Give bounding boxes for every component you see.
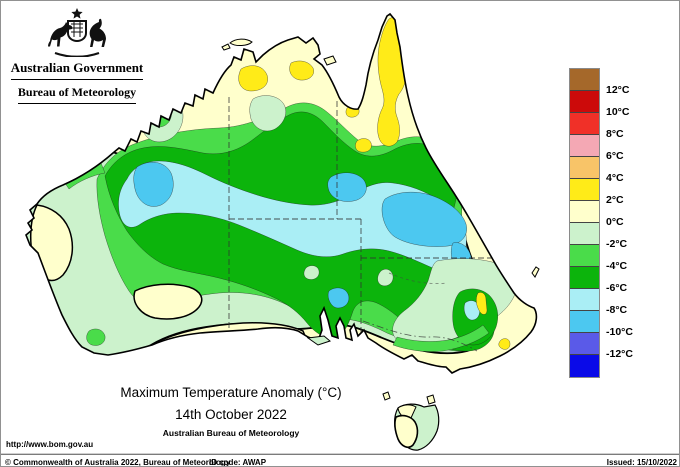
id-code-text: ID code: AWAP <box>209 458 267 467</box>
map-titles: Maximum Temperature Anomaly (°C) 14th Oc… <box>41 385 421 438</box>
government-title: Australian Government <box>10 60 144 80</box>
legend-colorbar <box>569 68 600 378</box>
copyright-text: © Commonwealth of Australia 2022, Bureau… <box>5 458 231 467</box>
tasmania <box>382 391 440 451</box>
legend-labels: 12°C 10°C 8°C 6°C 4°C 2°C 0°C -2°C -4°C -6°C -8°C -… <box>606 84 633 360</box>
government-header: Australian Government Bureau of Meteorol… <box>7 7 147 104</box>
bom-url: http://www.bom.gov.au <box>6 440 94 449</box>
map-organisation: Australian Bureau of Meteorology <box>162 428 300 438</box>
islands <box>221 38 540 346</box>
bureau-title: Bureau of Meteorology <box>17 85 137 104</box>
coat-of-arms-icon <box>48 8 106 57</box>
australia-anomaly-map <box>25 12 540 451</box>
issued-text: Issued: 15/10/2022 <box>606 458 677 467</box>
map-date: 14th October 2022 <box>175 407 287 422</box>
map-title: Maximum Temperature Anomaly (°C) <box>120 385 342 400</box>
footer-bar: © Commonwealth of Australia 2022, Bureau… <box>1 453 679 467</box>
